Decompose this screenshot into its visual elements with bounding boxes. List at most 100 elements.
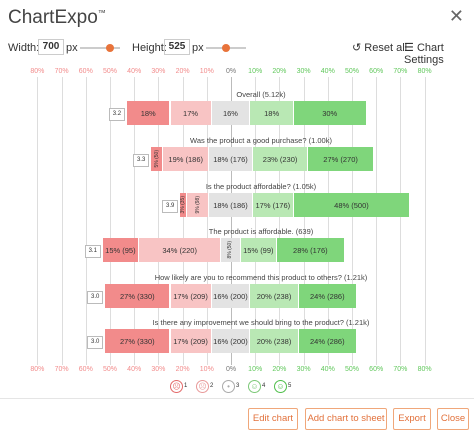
bar-segment-1[interactable]: 18% bbox=[126, 101, 171, 125]
segment-label: 9% (98) bbox=[194, 196, 201, 214]
scale-tick: 20% bbox=[175, 366, 190, 373]
height-unit: px bbox=[192, 42, 204, 54]
bar-segment-4[interactable]: 15% (99) bbox=[240, 238, 277, 262]
gridline bbox=[110, 77, 111, 365]
scale-tick: 10% bbox=[199, 366, 214, 373]
average-score: 3.0 bbox=[87, 336, 104, 349]
edit-chart-button[interactable]: Edit chart bbox=[248, 408, 298, 430]
bar-segment-3[interactable]: 16% bbox=[211, 101, 251, 125]
smiley-icon: ☺ bbox=[274, 380, 287, 393]
smiley-icon: ☹ bbox=[196, 380, 209, 393]
bar-segment-2[interactable]: 17% (209) bbox=[170, 284, 212, 308]
bar-segment-5[interactable]: 27% (270) bbox=[308, 147, 374, 171]
height-slider-knob[interactable] bbox=[222, 44, 230, 52]
question-label: Overall (5.12k) bbox=[236, 90, 286, 99]
bar-segment-1[interactable]: 3% (35) bbox=[180, 193, 188, 217]
bar-segment-1[interactable]: 27% (330) bbox=[105, 329, 171, 353]
scale-tick: 40% bbox=[320, 366, 335, 373]
segment-label: 34% (220) bbox=[162, 245, 197, 255]
bar-segment-5[interactable]: 24% (286) bbox=[298, 329, 357, 353]
segment-label: 24% (286) bbox=[309, 291, 345, 301]
bar-segment-4[interactable]: 17% (176) bbox=[252, 193, 294, 217]
width-slider[interactable] bbox=[80, 44, 120, 52]
bar-segment-3[interactable]: 18% (186) bbox=[209, 193, 253, 217]
bar-segment-5[interactable]: 48% (500) bbox=[293, 193, 411, 217]
bar-segment-5[interactable]: 30% bbox=[293, 101, 367, 125]
bar-segment-3[interactable]: 16% (200) bbox=[211, 329, 251, 353]
scale-bottom: 80% 70% 60% 50% 40% 30% 20% 10% 0% 10% 20% 30% 40% 50… bbox=[0, 366, 474, 376]
average-score: 3.3 bbox=[133, 154, 150, 167]
close-button[interactable]: Close bbox=[437, 408, 469, 430]
bar-segment-4[interactable]: 20% (238) bbox=[250, 284, 299, 308]
scale-tick: 30% bbox=[296, 366, 311, 373]
scale-tick: 50% bbox=[102, 68, 118, 75]
legend-label: 2 bbox=[210, 383, 214, 389]
reset-icon: ↺ bbox=[352, 42, 362, 54]
question-label: Is the product affordable? (1.05k) bbox=[205, 182, 317, 191]
question-label: How likely are you to recommend this pro… bbox=[154, 273, 368, 282]
segment-label: 17% (176) bbox=[255, 200, 291, 210]
segment-label: 27% (270) bbox=[323, 154, 358, 164]
close-icon[interactable]: ✕ bbox=[448, 6, 464, 26]
gridline bbox=[85, 77, 87, 365]
bar-segment-1[interactable]: 15% (95) bbox=[102, 238, 140, 262]
scale-tick: 80% bbox=[30, 366, 45, 373]
segment-label: 3% (35) bbox=[180, 196, 187, 214]
bar-segment-2[interactable]: 17% (209) bbox=[170, 329, 212, 353]
average-score: 3.0 bbox=[87, 291, 104, 304]
segment-label: 8% (50) bbox=[227, 241, 234, 259]
scale-top: 80% 70% 60% 50% 40% 30% 20% 10% 0% 10% 20% 30% 40% 50… bbox=[0, 68, 474, 78]
segment-label: 28% (176) bbox=[293, 245, 328, 255]
segment-label: 16% (200) bbox=[213, 291, 248, 301]
bar-segment-2[interactable]: 34% (220) bbox=[139, 238, 222, 262]
add-chart-to-sheet-button[interactable]: Add chart to sheet bbox=[305, 408, 387, 430]
scale-tick: 60% bbox=[369, 68, 384, 75]
bar-segment-2[interactable]: 17% bbox=[170, 101, 212, 125]
bar-segment-4[interactable]: 23% (230) bbox=[252, 147, 309, 171]
scale-tick: 80% bbox=[417, 366, 432, 373]
segment-label: 5% (50) bbox=[153, 150, 160, 168]
bar-segment-1[interactable]: 27% (330) bbox=[105, 284, 171, 308]
gridline bbox=[206, 77, 208, 365]
height-input[interactable]: 525 bbox=[164, 39, 190, 55]
scale-tick: 10% bbox=[248, 68, 263, 75]
gridline bbox=[134, 77, 136, 365]
legend-label: 1 bbox=[184, 383, 188, 389]
segment-label: 20% (238) bbox=[256, 336, 292, 346]
app-title: ChartExpo™ bbox=[8, 7, 106, 28]
width-slider-knob[interactable] bbox=[106, 44, 114, 52]
bar-segment-4[interactable]: 18% bbox=[250, 101, 294, 125]
gridline bbox=[182, 77, 184, 365]
segment-label: 18% bbox=[264, 108, 280, 118]
scale-tick: 50% bbox=[344, 366, 360, 373]
bar-segment-3[interactable]: 8% (50) bbox=[221, 238, 241, 262]
export-button[interactable]: Export bbox=[393, 408, 431, 430]
width-input[interactable]: 700 bbox=[38, 39, 64, 55]
bar-segment-3[interactable]: 16% (200) bbox=[211, 284, 251, 308]
scale-tick: 10% bbox=[248, 366, 263, 373]
action-bar: Edit chart Add chart to sheet Export Clo… bbox=[0, 398, 474, 442]
bar-segment-5[interactable]: 28% (176) bbox=[276, 238, 345, 262]
average-score: 3.2 bbox=[108, 108, 125, 121]
scale-tick: 30% bbox=[151, 366, 166, 373]
legend-label: 3 bbox=[236, 383, 240, 389]
chart-settings-button[interactable]: ☰ Chart Settings bbox=[404, 42, 444, 66]
question-label: Was the product a good purchase? (1.00k) bbox=[190, 136, 332, 145]
bar-segment-4[interactable]: 20% (238) bbox=[250, 329, 299, 353]
reset-all-button[interactable]: ↺ Reset all bbox=[352, 42, 408, 54]
height-slider[interactable] bbox=[206, 44, 246, 52]
bar-segment-5[interactable]: 24% (286) bbox=[298, 284, 357, 308]
bar-segment-3[interactable]: 18% (176) bbox=[209, 147, 253, 171]
gridline bbox=[279, 77, 281, 365]
legend-label: 4 bbox=[262, 383, 266, 389]
scale-tick: 20% bbox=[175, 68, 190, 75]
toolbar: Width: 700 px Height: 525 px ↺ Reset all… bbox=[0, 38, 474, 66]
gridline bbox=[37, 77, 39, 365]
bar-segment-2[interactable]: 9% (98) bbox=[187, 193, 210, 217]
segment-label: 19% (186) bbox=[168, 154, 204, 164]
scale-tick: 50% bbox=[102, 366, 118, 373]
segment-label: 15% (99) bbox=[243, 245, 274, 255]
bar-segment-2[interactable]: 19% (186) bbox=[163, 147, 210, 171]
segment-label: 24% (286) bbox=[309, 336, 345, 346]
bar-segment-1[interactable]: 5% (50) bbox=[151, 147, 164, 171]
